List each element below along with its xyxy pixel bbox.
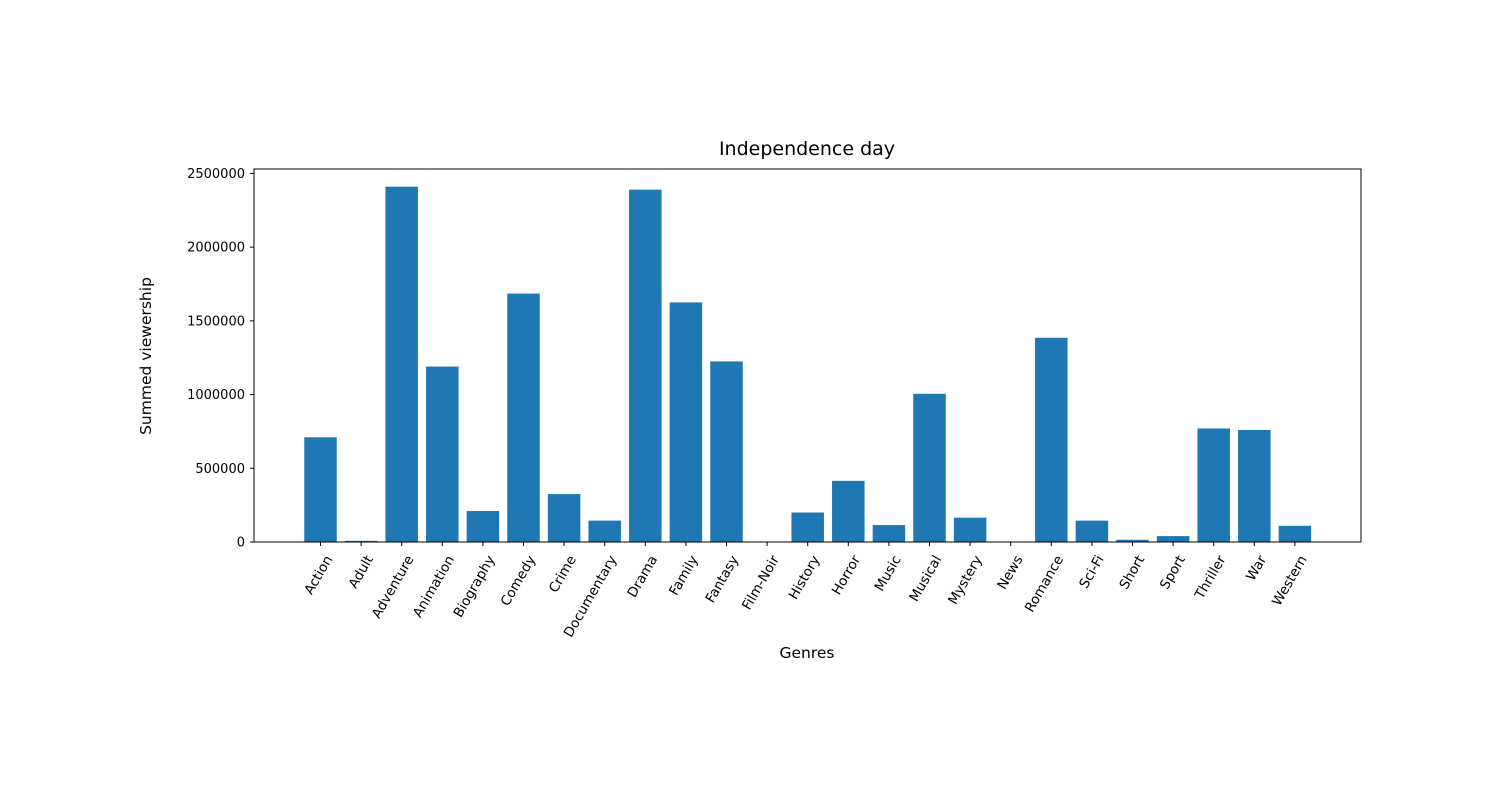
bar-horror (832, 480, 865, 542)
x-tick-label: Film-Noir (739, 552, 783, 612)
x-tick-label: Action (301, 553, 336, 598)
bar-sport (1156, 536, 1190, 542)
y-axis-ticks: 0 500000 1000000 1500000 2000000 2500000 (187, 167, 254, 551)
bar-musical (913, 393, 946, 542)
y-tick-label: 1500000 (187, 314, 245, 329)
x-tick-label: Adult (345, 553, 376, 591)
x-axis-label: Genres (779, 644, 834, 662)
x-axis-ticks: Action AdultAdventureAnimationBiographyCo… (301, 542, 1311, 640)
bar-biography (466, 511, 500, 542)
bar-action (304, 437, 337, 542)
y-tick-label: 1000000 (187, 388, 245, 403)
x-tick-label: Thriller (1191, 552, 1229, 602)
bar-adventure (385, 186, 418, 542)
x-tick-label: History (786, 553, 824, 603)
bar-adult (344, 540, 378, 542)
bar-romance (1035, 337, 1068, 542)
x-tick-label: Crime (546, 553, 580, 596)
x-tick-label: Drama (624, 553, 661, 601)
bar-history (791, 512, 824, 542)
x-tick-label: Sci-Fi (1076, 553, 1107, 591)
y-axis-label: Summed viewership (137, 277, 155, 435)
bar-documentary (588, 520, 621, 542)
bar-sci-fi (1075, 520, 1109, 542)
chart-title: Independence day (719, 138, 895, 160)
x-tick-label: Romance (1022, 553, 1067, 615)
x-tick-label: Mystery (945, 553, 986, 608)
bar-crime (547, 494, 581, 542)
bar-western (1278, 525, 1312, 542)
bar-fantasy (710, 361, 743, 542)
x-tick-label: Comedy (498, 553, 540, 609)
bars-group (304, 186, 1312, 542)
x-tick-label: Fantasy (702, 553, 742, 606)
x-tick-label: Western (1269, 553, 1311, 609)
x-tick-label: Horror (829, 552, 864, 597)
x-tick-label: Musical (906, 553, 945, 605)
y-tick-label: 2000000 (187, 241, 245, 256)
bar-short (1116, 539, 1149, 542)
x-tick-label: War (1243, 552, 1270, 583)
x-tick-label: Music (872, 553, 905, 594)
x-tick-label: Sport (1157, 553, 1189, 592)
x-tick-label: News (994, 553, 1026, 593)
bar-mystery (953, 517, 987, 542)
y-tick-label: 0 (237, 536, 245, 551)
bar-music (872, 525, 906, 542)
x-tick-label: Family (666, 553, 702, 599)
bar-comedy (507, 293, 540, 542)
x-tick-label: Biography (450, 553, 498, 621)
bar-family (669, 302, 703, 542)
x-tick-label: Short (1116, 553, 1148, 592)
y-tick-label: 2500000 (187, 167, 245, 182)
bar-animation (426, 366, 459, 542)
bar-war (1238, 429, 1271, 542)
y-tick-label: 500000 (195, 462, 245, 477)
bar-thriller (1197, 428, 1230, 542)
plot-area-frame (253, 168, 1362, 543)
bar-drama (629, 189, 662, 542)
